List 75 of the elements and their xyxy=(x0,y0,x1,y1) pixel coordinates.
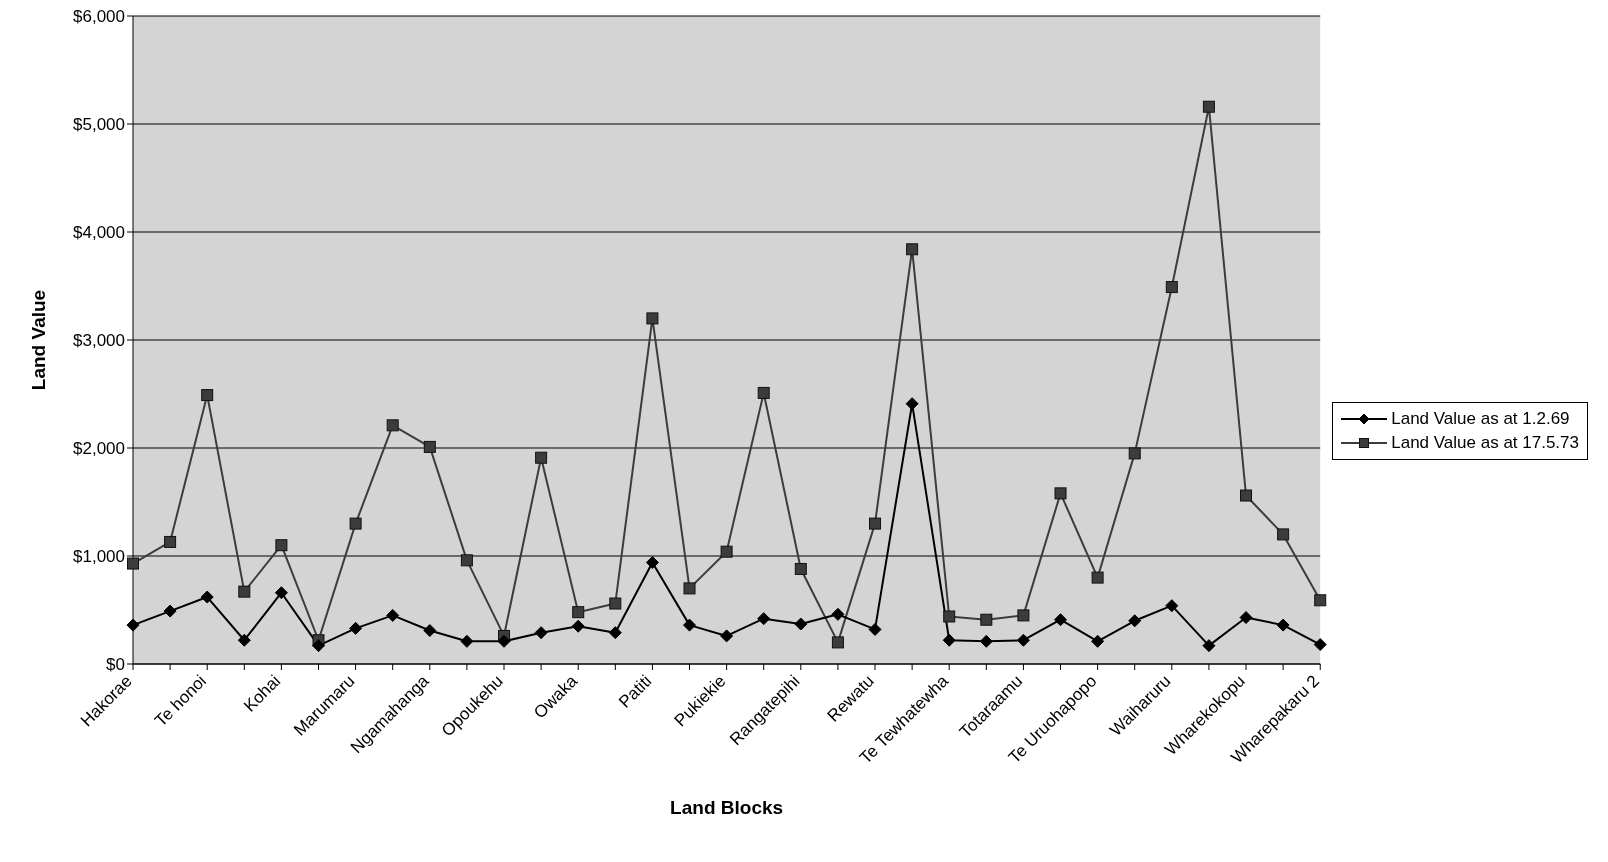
point xyxy=(386,608,400,622)
y-tick-label: $1,000 xyxy=(73,547,125,567)
point xyxy=(869,517,882,530)
point xyxy=(831,607,845,621)
point xyxy=(942,633,956,647)
x-axis-title: Land Blocks xyxy=(670,797,784,818)
point xyxy=(905,397,919,411)
point xyxy=(1240,489,1253,502)
point xyxy=(794,562,807,575)
point xyxy=(1091,571,1104,584)
point xyxy=(757,386,770,399)
point xyxy=(274,586,288,600)
point xyxy=(127,557,139,570)
point xyxy=(1091,634,1105,648)
point xyxy=(497,634,511,648)
point xyxy=(1202,100,1215,113)
point xyxy=(238,585,251,598)
point xyxy=(645,555,659,569)
point xyxy=(906,243,919,256)
y-tick-label: $0 xyxy=(106,655,125,675)
point xyxy=(572,606,585,619)
point xyxy=(1128,614,1142,628)
y-tick-label: $2,000 xyxy=(73,439,125,459)
point xyxy=(386,419,399,432)
point xyxy=(980,613,993,626)
point xyxy=(831,636,844,649)
point xyxy=(201,389,214,402)
point xyxy=(163,604,177,618)
point xyxy=(349,621,363,635)
point xyxy=(943,610,956,623)
y-tick-label: $3,000 xyxy=(73,331,125,351)
legend-label: Land Value as at 17.5.73 xyxy=(1391,432,1579,454)
point xyxy=(608,626,622,640)
point xyxy=(1276,618,1290,632)
y-axis-title: Land Value xyxy=(27,289,49,391)
point xyxy=(571,619,585,633)
point xyxy=(646,312,659,325)
point xyxy=(794,617,808,631)
point xyxy=(1314,594,1327,607)
point xyxy=(423,440,436,453)
point xyxy=(1165,599,1179,613)
y-tick-label: $5,000 xyxy=(73,115,125,135)
point xyxy=(535,451,548,464)
point xyxy=(1128,447,1141,460)
point xyxy=(757,612,771,626)
point xyxy=(1277,528,1290,541)
y-tick-label: $4,000 xyxy=(73,223,125,243)
point xyxy=(423,624,437,638)
point xyxy=(1016,633,1030,647)
point xyxy=(868,622,882,636)
point xyxy=(1202,639,1216,653)
point xyxy=(1017,609,1030,622)
point xyxy=(534,626,548,640)
point xyxy=(1165,281,1178,294)
y-tick-label: $6,000 xyxy=(73,7,125,27)
legend-label: Land Value as at 1.2.69 xyxy=(1391,408,1570,430)
point xyxy=(349,517,362,530)
point xyxy=(126,618,140,632)
point xyxy=(200,590,214,604)
point xyxy=(1239,611,1253,625)
point xyxy=(1313,638,1327,652)
point xyxy=(460,554,473,567)
point xyxy=(979,634,993,648)
point xyxy=(460,634,474,648)
point xyxy=(275,539,288,552)
point xyxy=(609,597,622,610)
point xyxy=(720,629,734,643)
point xyxy=(1054,487,1067,500)
point xyxy=(164,535,177,548)
point xyxy=(720,545,733,558)
point xyxy=(1054,613,1068,627)
point xyxy=(237,633,251,647)
point xyxy=(312,639,325,653)
point xyxy=(683,618,697,632)
point xyxy=(683,582,696,595)
